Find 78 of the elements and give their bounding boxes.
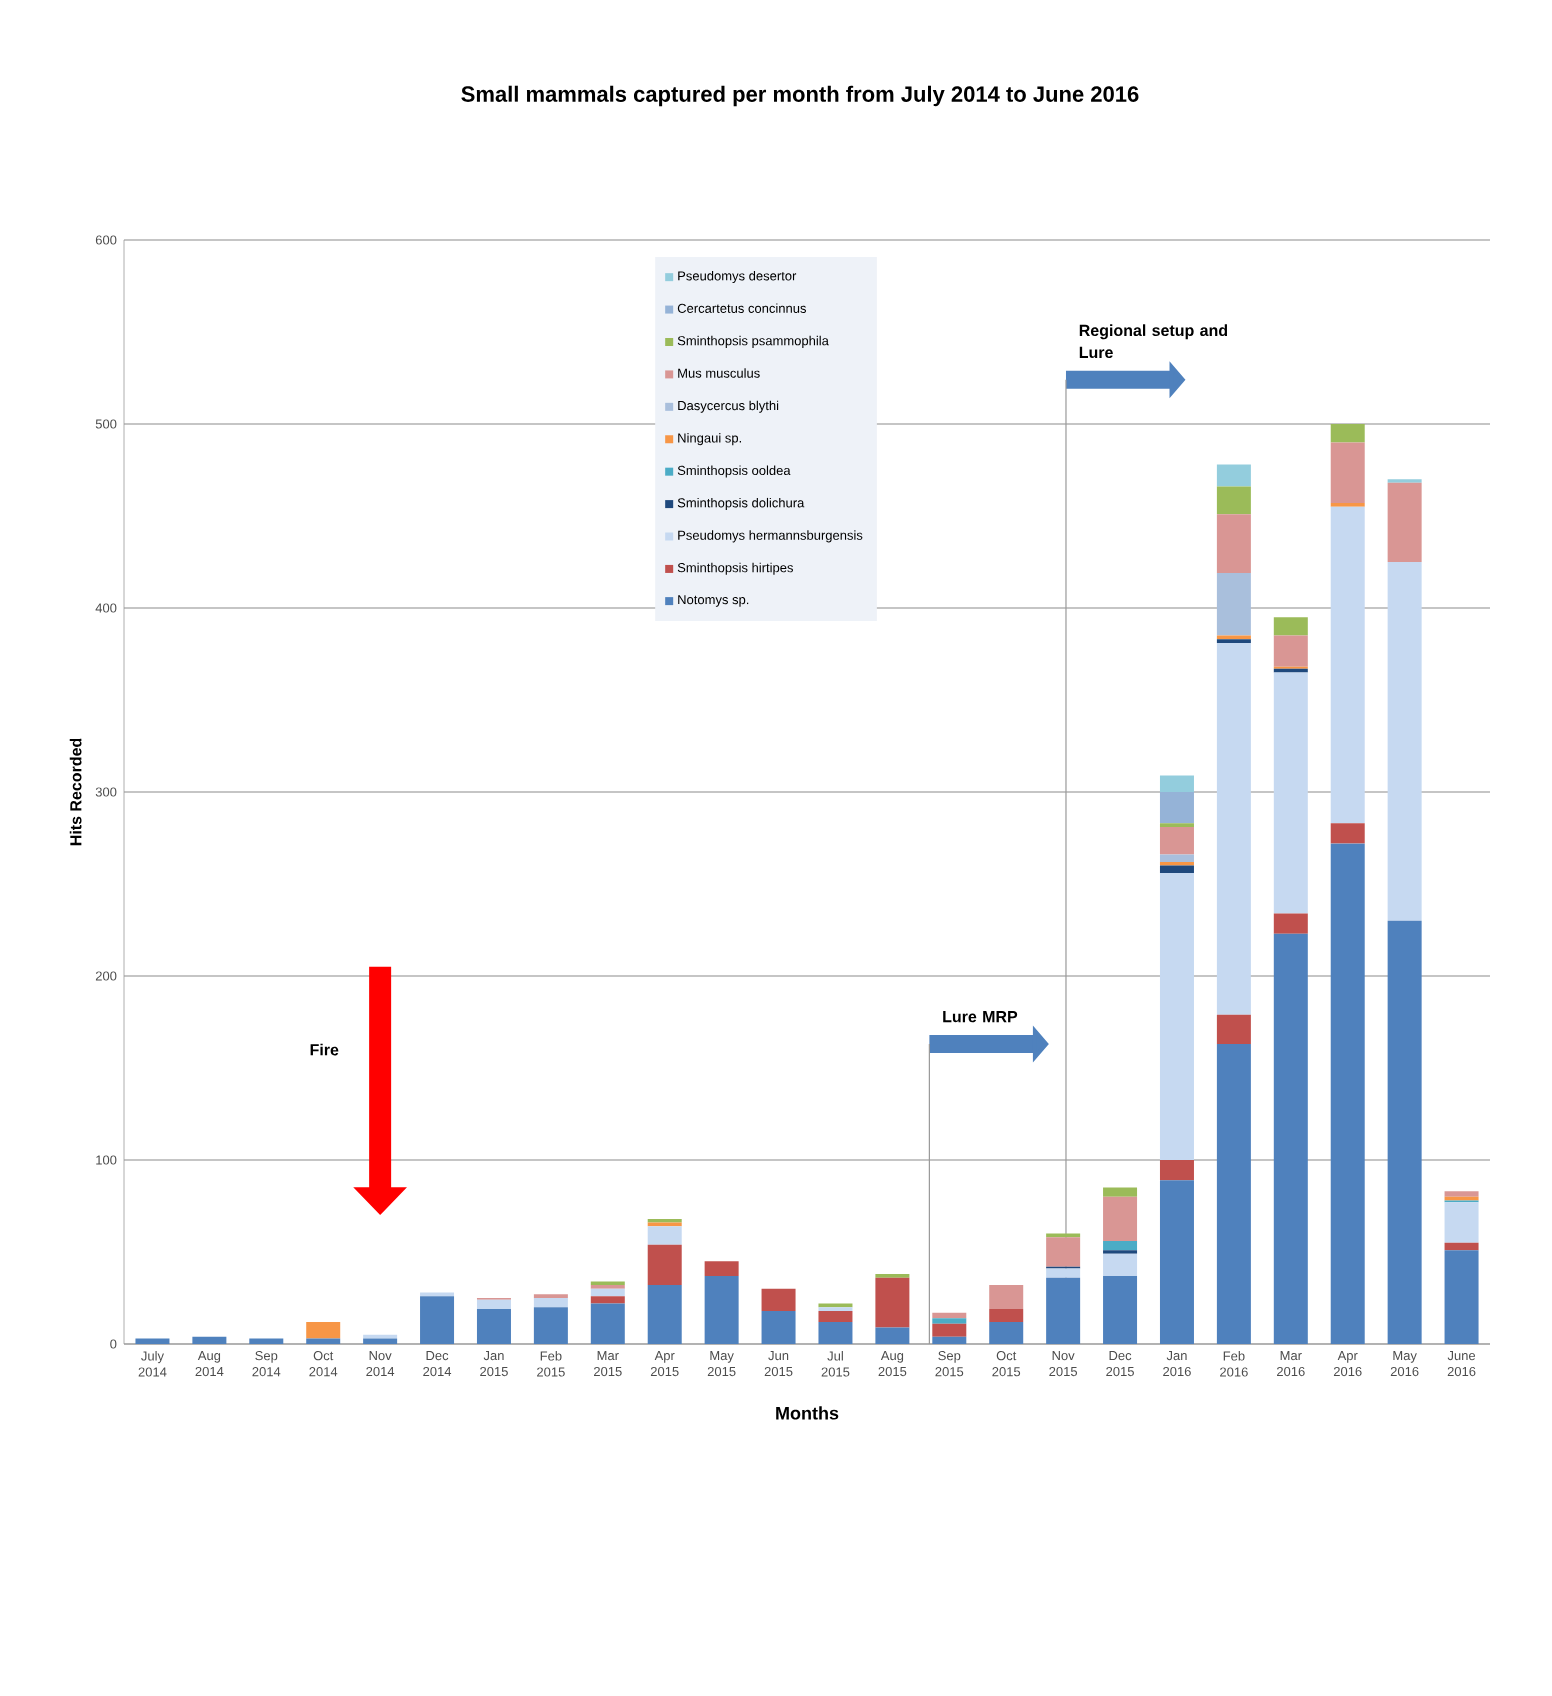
- bar: [1216, 1044, 1251, 1344]
- bar: [1444, 1242, 1479, 1251]
- bar: [1159, 1159, 1194, 1181]
- bar: [590, 1296, 625, 1304]
- bar: [875, 1327, 910, 1344]
- annotation: Lure MRP: [943, 1011, 1018, 1023]
- bar: [1444, 1191, 1479, 1197]
- bar: [932, 1318, 967, 1324]
- bar: [1216, 1014, 1251, 1045]
- bar: [476, 1299, 511, 1310]
- chart-title: Small mammals captured per month from July 2014 to June 2016: [461, 85, 1139, 107]
- bar: [989, 1321, 1024, 1344]
- bar: [1159, 791, 1194, 824]
- bar: [1216, 514, 1251, 574]
- bar: [1330, 442, 1365, 504]
- bar: [533, 1307, 568, 1344]
- bar: [476, 1309, 511, 1344]
- bar: [875, 1277, 910, 1328]
- bar: [1159, 775, 1194, 792]
- bar: [306, 1321, 341, 1339]
- bar: [1216, 642, 1251, 1015]
- bar: [1159, 854, 1194, 862]
- bar: [363, 1338, 398, 1344]
- bar: [1103, 1275, 1138, 1344]
- bar: [1103, 1187, 1138, 1197]
- bar: [1273, 617, 1308, 636]
- bar: [420, 1296, 455, 1344]
- bar: [590, 1303, 625, 1344]
- bar: [1216, 573, 1251, 636]
- bar: [1159, 826, 1194, 855]
- bar: [1046, 1268, 1081, 1278]
- bar: [647, 1285, 682, 1344]
- bar: [1046, 1237, 1081, 1267]
- bar: [1273, 672, 1308, 914]
- bar: [1387, 920, 1422, 1344]
- bar: [818, 1321, 853, 1344]
- bar: [761, 1310, 796, 1344]
- bar: [1216, 486, 1251, 515]
- bar: [1046, 1277, 1081, 1344]
- bar: [989, 1285, 1024, 1310]
- bar: [1330, 823, 1365, 844]
- bar: [1330, 423, 1365, 443]
- bar: [818, 1310, 853, 1322]
- bar: [932, 1336, 967, 1344]
- bar: [1273, 913, 1308, 934]
- bar: [1330, 843, 1365, 1344]
- bar: [1103, 1240, 1138, 1251]
- bar: [1387, 482, 1422, 562]
- bar: [704, 1261, 739, 1276]
- bar: [306, 1338, 341, 1344]
- x-axis-title: Months: [776, 1406, 839, 1420]
- bar: [1273, 933, 1308, 1344]
- bar: [1387, 561, 1422, 921]
- bar: [647, 1226, 682, 1245]
- bar: [1273, 635, 1308, 667]
- annotation: Fire: [310, 1043, 339, 1056]
- bar: [1103, 1253, 1138, 1276]
- bar: [1159, 865, 1194, 873]
- bar: [1103, 1196, 1138, 1241]
- bar: [932, 1323, 967, 1337]
- y-axis-title: Hits Recorded: [69, 738, 82, 846]
- bar: [590, 1288, 625, 1297]
- bar: [135, 1338, 170, 1344]
- bar: [932, 1312, 967, 1319]
- annotation: Regional setup and Lure: [1079, 324, 1228, 359]
- bar: [1444, 1250, 1479, 1344]
- bar: [1444, 1202, 1479, 1243]
- bar: [704, 1275, 739, 1344]
- bar: [533, 1297, 568, 1308]
- bar: [249, 1338, 284, 1344]
- bar: [1159, 872, 1194, 1160]
- bar: [989, 1309, 1024, 1322]
- bar: [192, 1336, 227, 1344]
- bar: [1330, 506, 1365, 824]
- bar: [647, 1244, 682, 1286]
- bar: [1216, 464, 1251, 487]
- bar: [761, 1288, 796, 1311]
- bar: [1159, 1180, 1194, 1344]
